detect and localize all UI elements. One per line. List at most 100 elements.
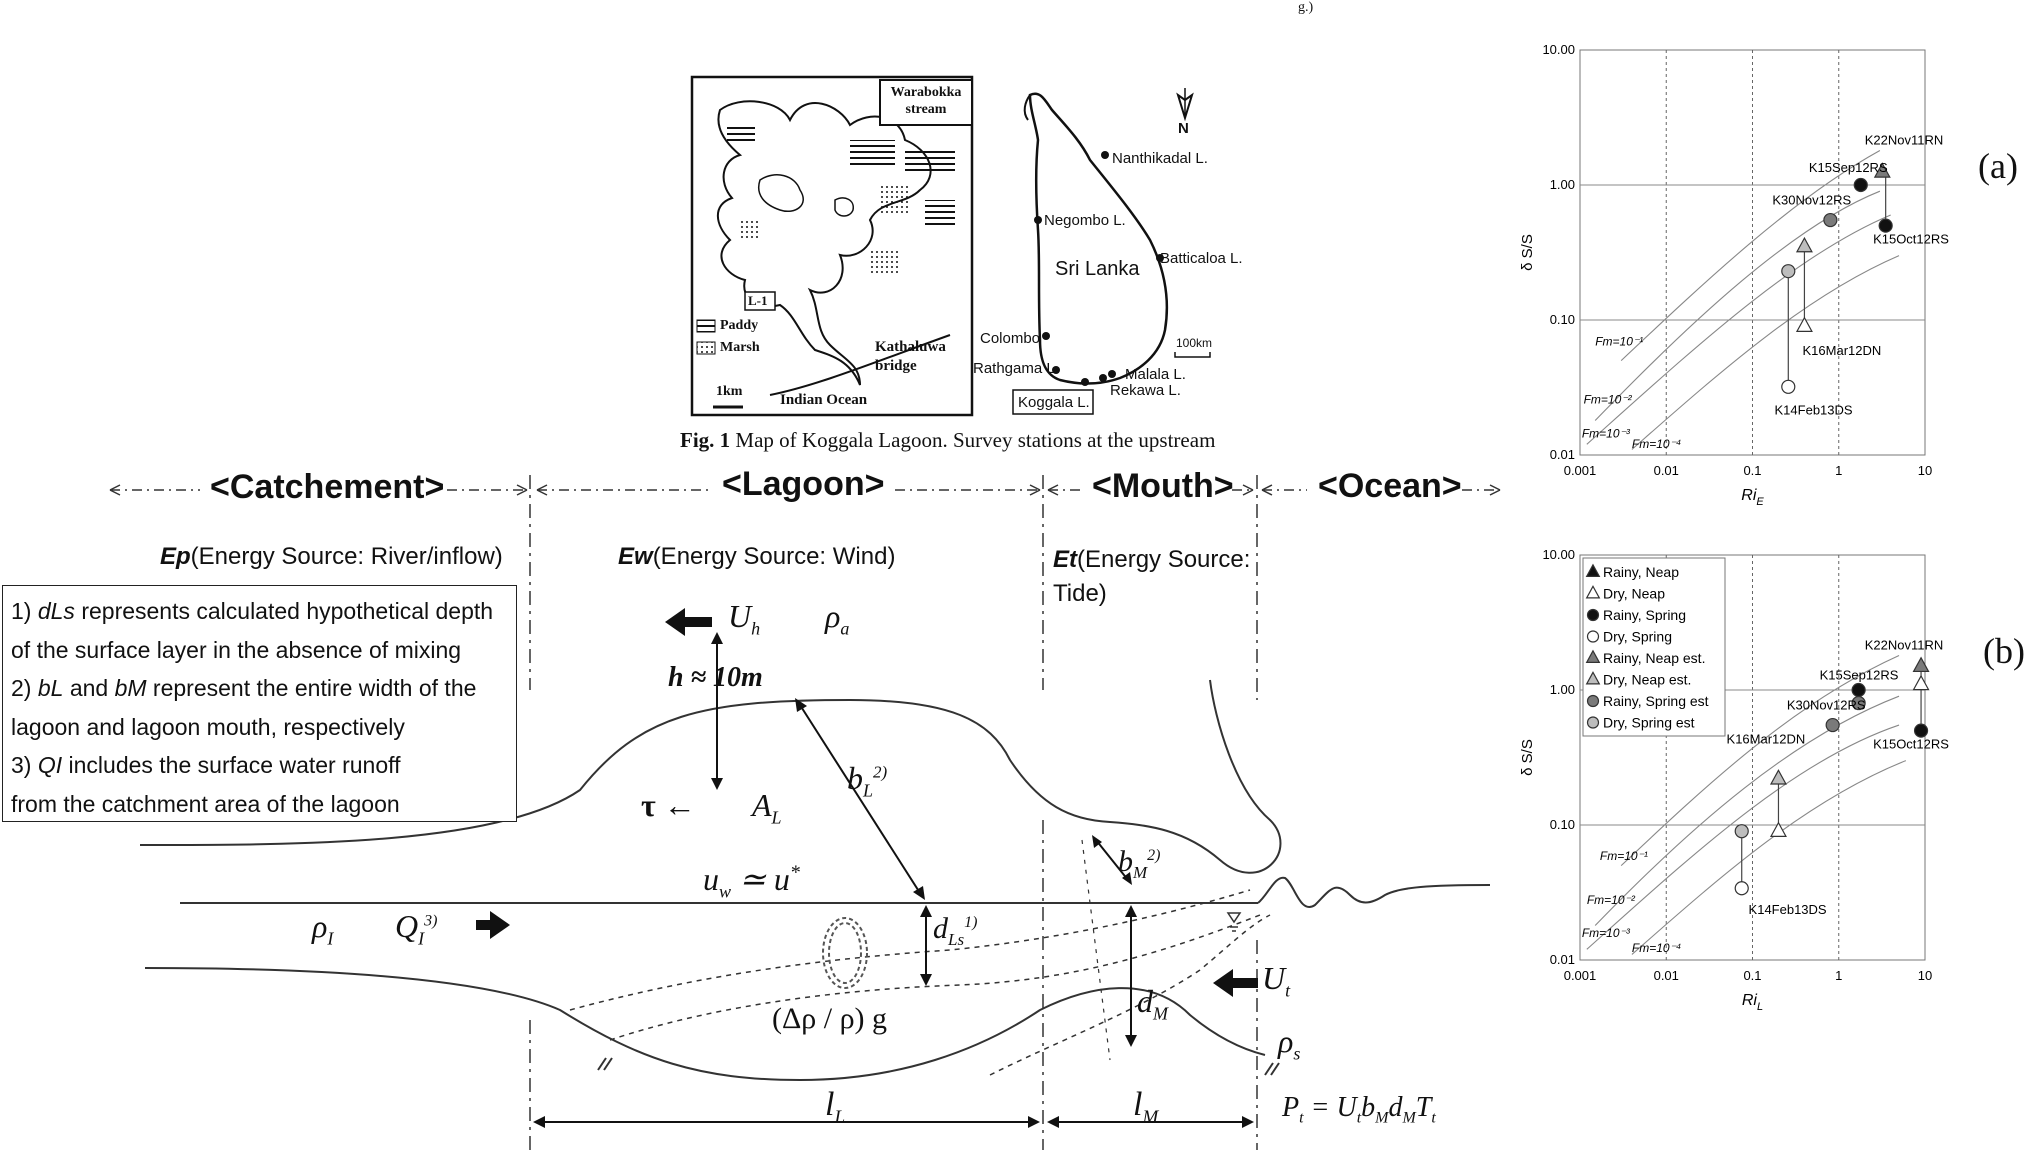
fm-guide-line — [1586, 724, 1900, 950]
figure-1-caption: Fig. 1 Map of Koggala Lagoon. Survey sta… — [680, 428, 1216, 452]
data-point — [1913, 723, 1929, 738]
chart-b-legend: Rainy, Neap Dry, Neap Rainy, Spring Dry, Sp… — [1582, 557, 1726, 737]
data-point — [1734, 824, 1749, 839]
data-point — [1851, 682, 1866, 698]
north-label: N — [1178, 120, 1189, 137]
place-negombo: Negombo L. — [1044, 212, 1126, 229]
y-tick-label: 0.10 — [1550, 312, 1575, 327]
legend-item: Dry, Neap — [1603, 586, 1665, 602]
fm-guide-line — [1594, 190, 1881, 421]
data-point — [1734, 881, 1749, 896]
note-line-2: of the surface layer in the absence of m… — [11, 636, 462, 663]
place-nanthikadal: Nanthikadal L. — [1112, 150, 1208, 167]
fm-guide-line — [1594, 695, 1900, 926]
fm-label: Fm=10⁻¹ — [1600, 849, 1648, 863]
fm-guide-line — [1631, 255, 1900, 450]
symbol-uw: uw ≃ u* — [703, 861, 800, 902]
srilanka-scale-label: 100km — [1176, 336, 1213, 350]
data-point — [1781, 264, 1796, 279]
fm-label: Fm=10⁻⁴ — [1632, 941, 1681, 955]
symbol-rho-i: ρI — [312, 908, 334, 949]
fm-guide-line — [1586, 214, 1891, 445]
fm-guide-line — [1620, 150, 1881, 362]
x-tick-label: 0.001 — [1564, 968, 1597, 983]
chart-b: 0.001 0.01 0.1 1 100.010.101.0010.00Fm=10⁻¹F… — [1519, 547, 1949, 1013]
fm-label: Fm=10⁻³ — [1582, 426, 1631, 440]
fm-label: Fm=10⁻² — [1587, 893, 1636, 907]
station-l1-label: L-1 — [748, 293, 768, 308]
symbol-bm: bM2) — [1118, 845, 1161, 882]
legend-frame — [1582, 557, 1726, 737]
y-tick-label: 1.00 — [1550, 682, 1575, 697]
x-tick-label: 0.01 — [1654, 968, 1679, 983]
legend-item: Rainy, Spring est — [1603, 693, 1709, 709]
symbol-pt: Pt = UtbMdMTt — [1282, 1092, 1436, 1127]
note-line-6: from the catchment area of the lagoon — [11, 790, 400, 817]
legend-marker — [1585, 585, 1601, 599]
point-label: K15Sep12RS — [1820, 667, 1899, 682]
x-tick-label: 0.001 — [1564, 463, 1597, 478]
point-label: K15Oct12RS — [1873, 231, 1949, 246]
srilanka-name: Sri Lanka — [1055, 258, 1140, 280]
data-point — [1781, 379, 1796, 394]
x-axis-label: RiE — [1741, 487, 1764, 508]
y-tick-label: 0.10 — [1550, 817, 1575, 832]
fm-guide-line — [1620, 655, 1900, 867]
symbol-ll: lL — [825, 1086, 846, 1128]
legend-item: Dry, Neap est. — [1603, 672, 1691, 688]
region-ocean: <Ocean> — [1318, 467, 1462, 505]
place-colombo: Colombo — [980, 330, 1041, 347]
symbol-bl: bL2) — [847, 760, 888, 801]
eddy-symbol — [822, 917, 868, 989]
symbol-lm: lM — [1133, 1086, 1159, 1128]
x-tick-label: 0.1 — [1743, 463, 1761, 478]
point-label: K30Nov12RS — [1772, 192, 1851, 207]
point-label: K22Nov11RN — [1865, 637, 1944, 652]
cross-section — [144, 839, 1491, 1082]
data-point — [1853, 177, 1868, 193]
y-axis-label: δ S/S — [1519, 739, 1536, 776]
legend-marker — [1585, 649, 1601, 663]
notes-box: 1) dLs represents calculated hypothetica… — [2, 585, 517, 822]
data-point — [1795, 316, 1813, 332]
point-label: K30Nov12RS — [1787, 697, 1866, 712]
data-point — [1769, 769, 1787, 785]
warabokka-label: Warabokka stream — [890, 85, 962, 117]
symbol-drho: (Δρ / ρ) g — [772, 1002, 888, 1035]
point-label: K22Nov11RN — [1865, 132, 1944, 147]
energy-ep: Ep(Energy Source: River/inflow) — [160, 543, 503, 570]
symbol-uh: Uh — [728, 598, 761, 639]
place-malala: Malala L. — [1125, 366, 1186, 383]
point-label: K16Mar12DN — [1803, 343, 1882, 358]
energy-et: Et(Energy Source: Tide) — [1053, 546, 1251, 607]
note-line-3: 2) bL and bM represent the entire width … — [11, 675, 477, 701]
y-tick-label: 10.00 — [1542, 547, 1575, 562]
vertical-boundaries — [529, 475, 1258, 1150]
y-axis-label: δ S/S — [1519, 234, 1536, 271]
data-point — [1878, 218, 1893, 233]
legend-item: Dry, Spring — [1603, 629, 1672, 645]
y-tick-label: 0.01 — [1550, 952, 1575, 967]
note-line-4: lagoon and lagoon mouth, respectively — [11, 713, 405, 740]
note-line-5: 3) QI includes the surface water runoff — [11, 752, 401, 778]
annotation-arrows — [476, 608, 1258, 1128]
legend-marker — [1586, 630, 1600, 643]
fm-label: Fm=10⁻³ — [1582, 926, 1631, 940]
symbol-rho-a: ρa — [825, 598, 850, 639]
x-tick-label: 10 — [1918, 968, 1932, 983]
data-point — [1912, 674, 1930, 691]
point-label: K15Sep12RS — [1809, 160, 1888, 175]
x-tick-label: 1 — [1835, 463, 1842, 478]
data-point — [1873, 162, 1891, 178]
legend-item: Rainy, Neap est. — [1603, 650, 1705, 666]
lagoon-plan-outline — [139, 679, 1282, 874]
panel-label-b: (b) — [1983, 631, 2025, 671]
legend-paddy-label: Paddy — [720, 318, 759, 333]
region-mouth: <Mouth> — [1092, 467, 1234, 505]
fm-label: Fm=10⁻⁴ — [1632, 437, 1681, 451]
legend-marker — [1586, 694, 1600, 708]
region-catchement: <Catchement> — [210, 468, 445, 506]
chart-a: 0.001 0.01 0.1 1 100.010.101.0010.00Fm=10⁻¹F… — [1519, 42, 1949, 508]
indian-ocean-label: Indian Ocean — [780, 392, 868, 408]
